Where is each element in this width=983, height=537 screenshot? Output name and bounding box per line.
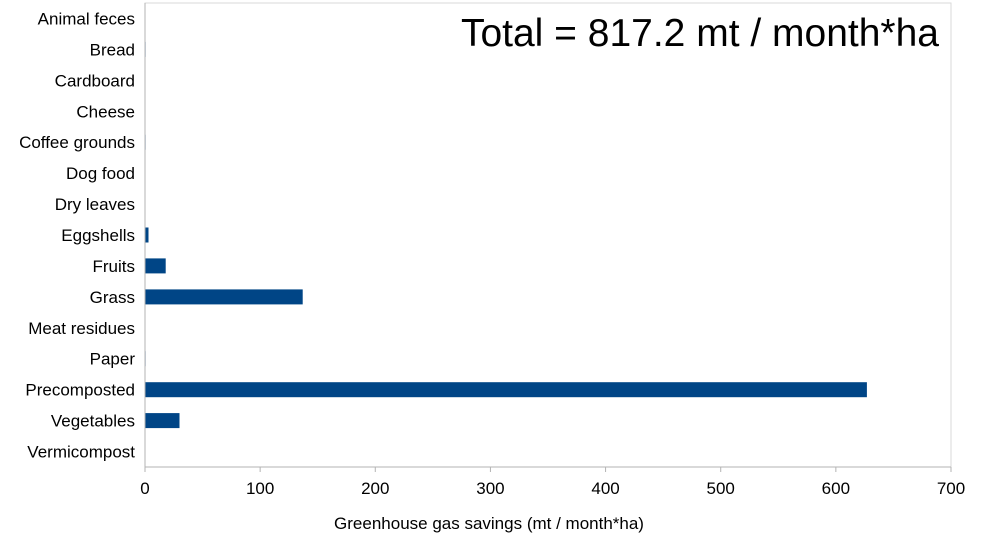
category-label: Paper — [90, 350, 136, 369]
x-tick-label: 0 — [140, 479, 149, 498]
category-label: Eggshells — [61, 226, 135, 245]
category-label: Coffee grounds — [19, 133, 135, 152]
x-tick-label: 700 — [937, 479, 965, 498]
x-tick-label: 100 — [246, 479, 274, 498]
x-tick-label: 200 — [361, 479, 389, 498]
bars-group — [145, 41, 867, 429]
x-tick-label: 300 — [476, 479, 504, 498]
x-ticks: 0 100 200 300 400 500 600 700 — [140, 467, 965, 498]
category-label: Dry leaves — [55, 195, 135, 214]
category-label: Animal feces — [38, 10, 135, 29]
bar-eggshells — [145, 227, 149, 243]
bar-fruits — [145, 258, 166, 274]
x-axis-title: Greenhouse gas savings (mt / month*ha) — [334, 514, 644, 533]
category-label: Dog food — [66, 164, 135, 183]
x-tick-label: 400 — [591, 479, 619, 498]
x-tick-label: 500 — [707, 479, 735, 498]
category-labels: Animal feces Bread Cardboard Cheese Coffee g… — [19, 10, 135, 462]
total-annotation: Total = 817.2 mt / month*ha — [461, 12, 939, 55]
category-label: Meat residues — [28, 319, 135, 338]
category-label: Bread — [90, 40, 135, 59]
bar-precomposted — [145, 382, 867, 398]
category-label: Cheese — [76, 102, 135, 121]
bar-vegetables — [145, 413, 180, 429]
category-label: Vegetables — [51, 412, 135, 431]
category-label: Fruits — [93, 257, 136, 276]
category-label: Grass — [90, 288, 135, 307]
x-tick-label: 600 — [822, 479, 850, 498]
plot-frame — [144, 2, 952, 468]
bar-grass — [145, 289, 303, 305]
category-label: Vermicompost — [27, 443, 135, 462]
category-label: Precomposted — [25, 381, 135, 400]
category-label: Cardboard — [55, 71, 135, 90]
